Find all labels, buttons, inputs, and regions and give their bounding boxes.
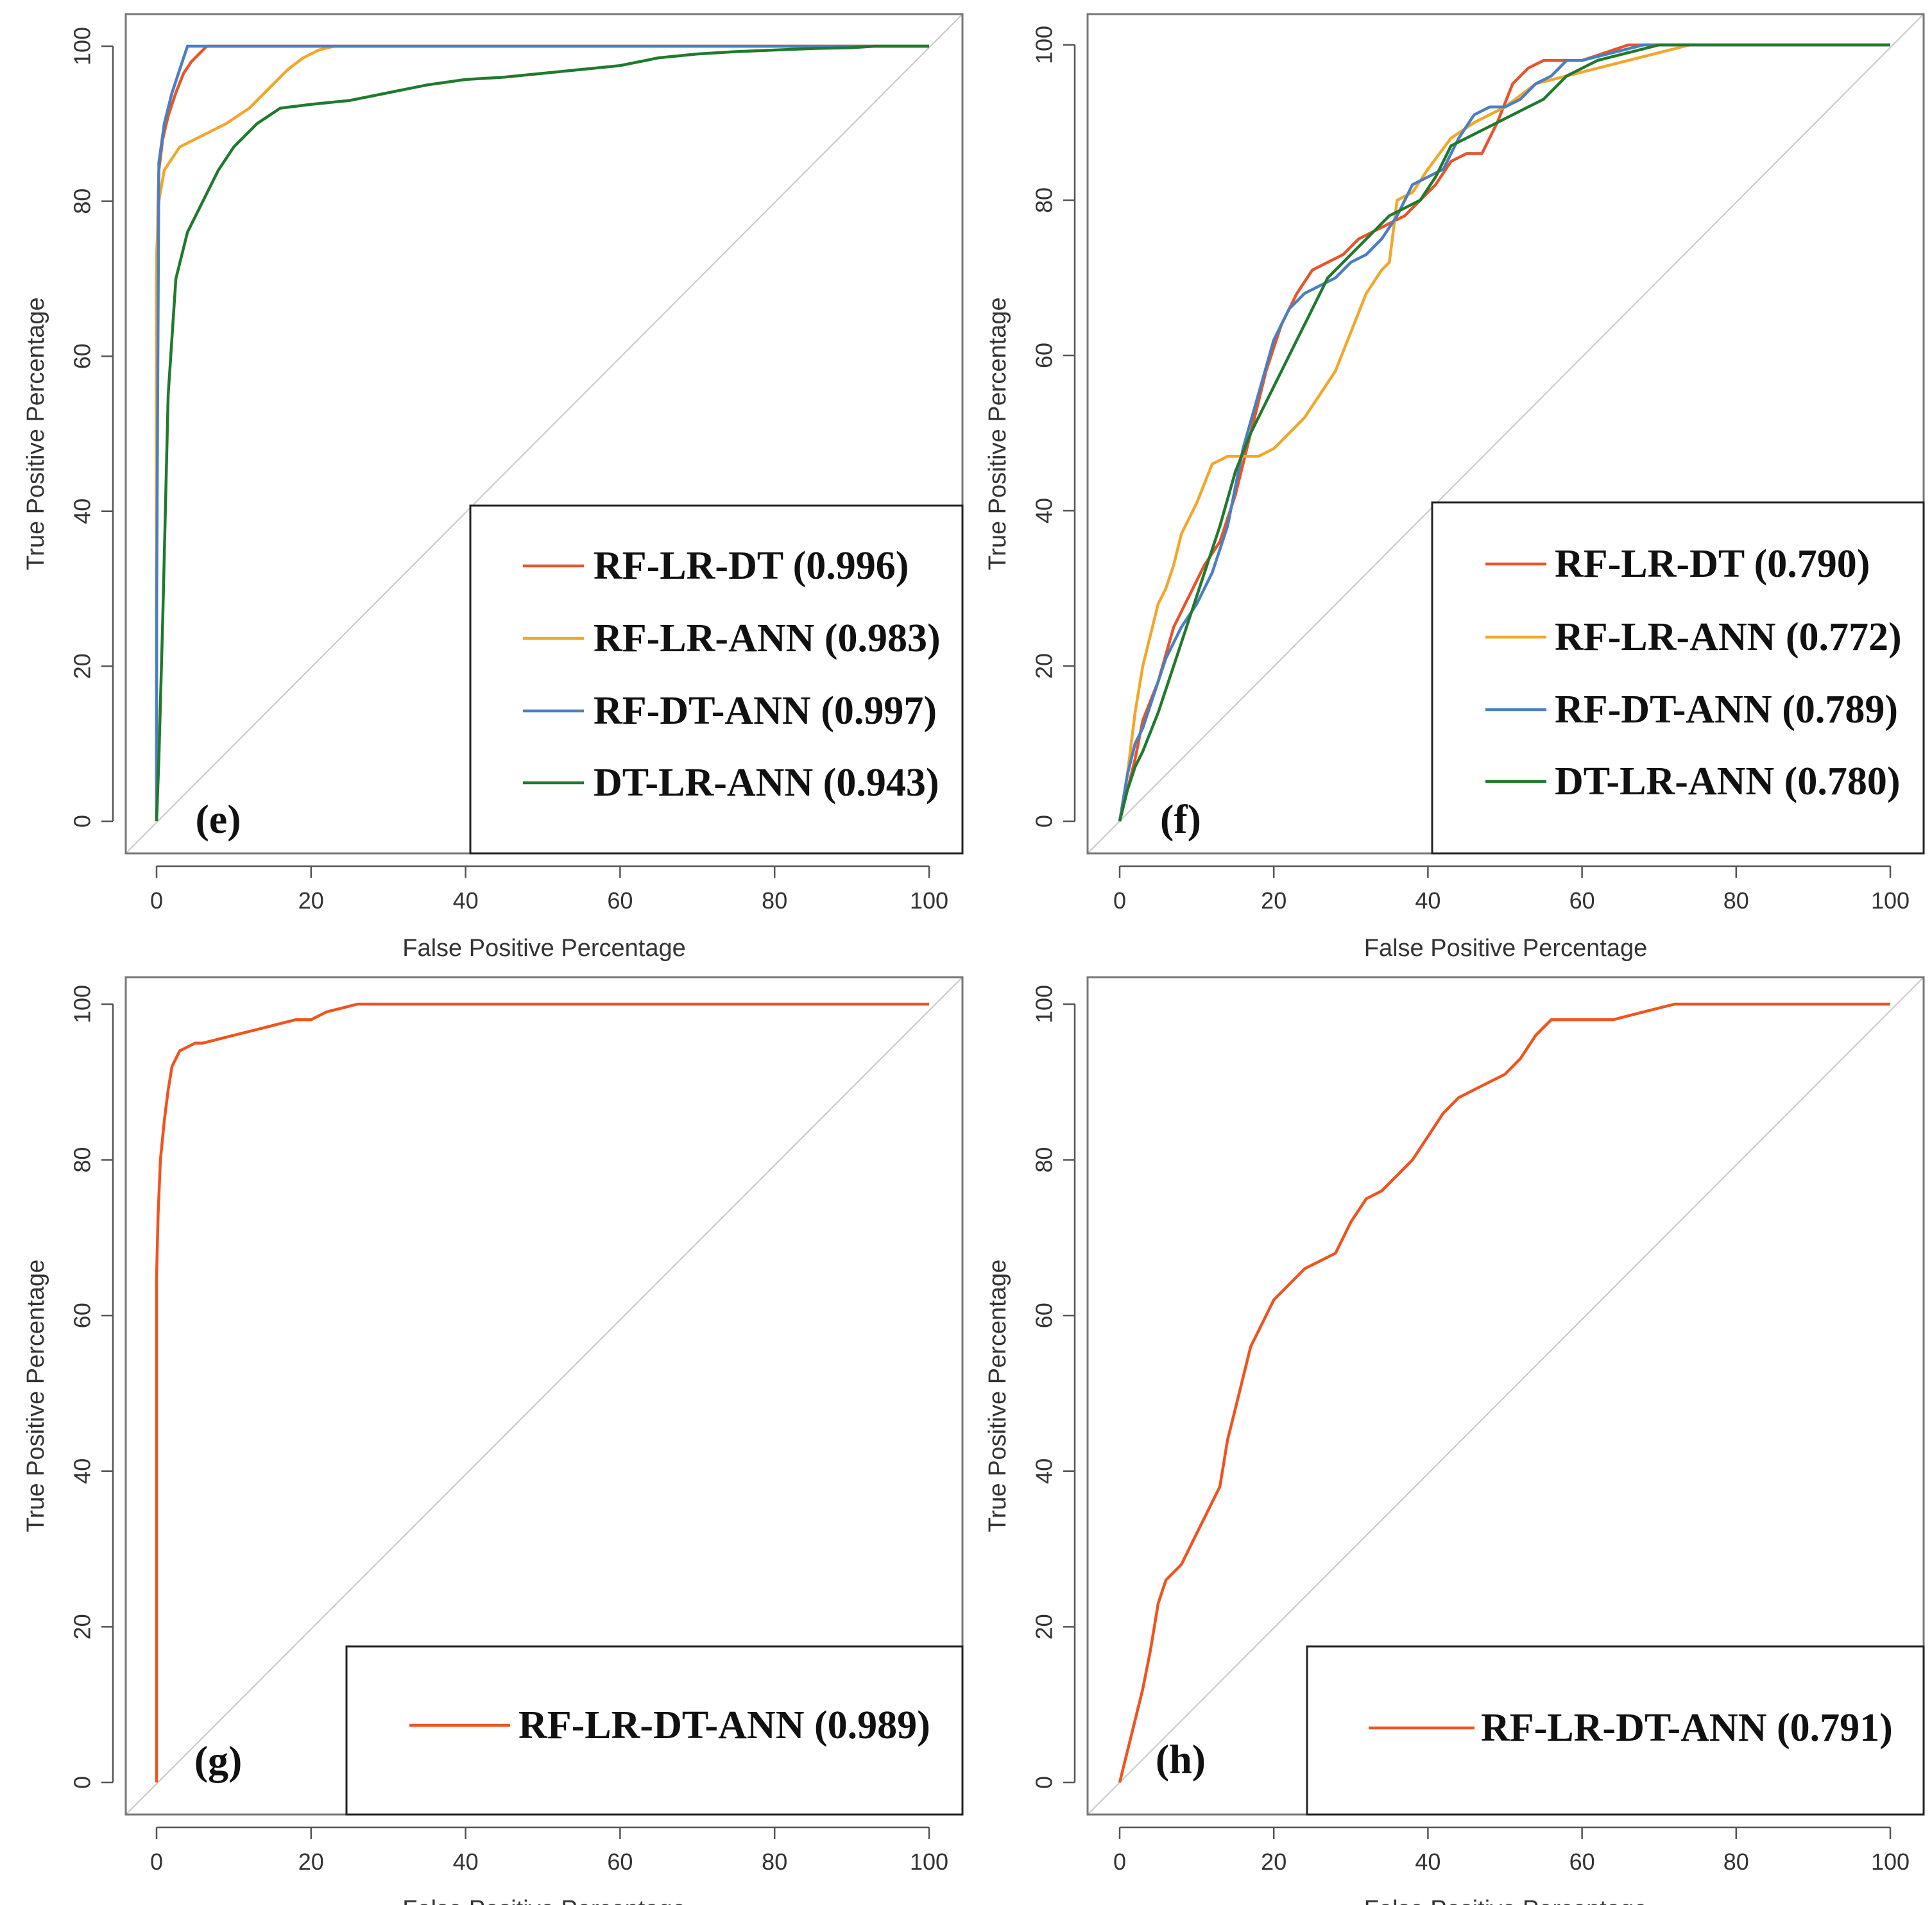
x-tick-label: 0 (1113, 887, 1126, 914)
y-tick-label: 60 (1031, 1303, 1057, 1328)
y-tick-label: 100 (1031, 26, 1057, 64)
diagonal-reference-line (125, 13, 963, 854)
diagonal-reference-line (1087, 13, 1924, 854)
x-tick-label: 0 (150, 1849, 163, 1875)
y-tick-label: 80 (69, 189, 96, 214)
y-tick-label: 80 (69, 1147, 96, 1173)
roc-curve-rf-lr-dt-ann (155, 1002, 929, 1782)
x-tick-label: 20 (298, 1849, 324, 1875)
y-tick-label: 0 (69, 1776, 96, 1789)
legend-entry-label: RF-DT-ANN (0.789) (1555, 688, 1898, 731)
roc-panel-h: 0 20 40 60 80 100 False Positive Percentage 0 20… (984, 976, 1925, 1905)
roc-curve-rf-dt-ann (155, 44, 929, 821)
legend-box (345, 1645, 964, 1816)
y-tick-label: 60 (69, 1303, 96, 1328)
y-axis-title: True Positive Percentage (984, 1260, 1011, 1532)
diagonal-reference-line (1087, 977, 1924, 1815)
y-tick-label: 0 (69, 815, 96, 828)
legend-entry-label: RF-LR-DT (0.790) (1555, 542, 1870, 586)
y-tick-label: 100 (1031, 985, 1057, 1023)
x-tick-label: 40 (1415, 1849, 1440, 1875)
x-tick-label: 60 (607, 887, 633, 914)
x-axis-title: False Positive Percentage (1364, 1896, 1647, 1905)
y-axis-title: True Positive Percentage (22, 297, 49, 570)
x-tick-label: 100 (910, 887, 948, 914)
legend-box (1306, 1645, 1925, 1816)
legend-entry-label: RF-LR-ANN (0.983) (594, 617, 941, 660)
x-tick-label: 20 (1261, 887, 1287, 914)
legend-entry-label: DT-LR-ANN (0.943) (594, 761, 939, 805)
y-tick-label: 40 (69, 499, 96, 524)
panel-label: (f) (1160, 796, 1201, 842)
panel-label: (e) (195, 796, 241, 842)
x-tick-label: 0 (150, 887, 163, 914)
y-tick-label: 60 (1031, 343, 1057, 368)
x-tick-label: 100 (910, 1849, 948, 1875)
y-tick-label: 80 (1031, 187, 1057, 213)
x-tick-label: 80 (1723, 887, 1749, 914)
x-tick-label: 60 (1569, 1849, 1595, 1875)
x-tick-label: 60 (607, 1849, 633, 1875)
y-tick-label: 0 (1031, 815, 1057, 828)
x-tick-label: 0 (1113, 1849, 1126, 1875)
panel-label: (g) (194, 1738, 243, 1783)
x-tick-label: 40 (1415, 887, 1440, 914)
roc-panel-e: 0 20 40 60 80 100 False Positive Percentage 0 20… (22, 13, 964, 962)
y-tick-label: 40 (1031, 498, 1057, 524)
x-tick-label: 60 (1569, 887, 1595, 914)
y-tick-label: 40 (1031, 1458, 1057, 1484)
x-tick-label: 80 (762, 887, 787, 914)
y-tick-label: 80 (1031, 1147, 1057, 1173)
legend-box (1431, 501, 1925, 855)
legend-entry-label: RF-LR-DT-ANN (0.989) (518, 1704, 930, 1747)
y-tick-label: 60 (69, 343, 96, 369)
legend-entry-label: RF-LR-ANN (0.772) (1555, 615, 1902, 659)
y-tick-label: 0 (1031, 1776, 1057, 1789)
panel-label: (h) (1156, 1736, 1206, 1782)
x-tick-label: 20 (1261, 1849, 1287, 1875)
x-tick-label: 80 (762, 1849, 787, 1875)
legend-entry-label: RF-LR-DT-ANN (0.791) (1481, 1706, 1893, 1750)
roc-curve-rf-dt-ann (1118, 43, 1890, 822)
x-axis-title: False Positive Percentage (402, 935, 685, 962)
legend-entry-label: RF-LR-DT (0.996) (594, 544, 909, 588)
legend-entry-label: DT-LR-ANN (0.780) (1555, 760, 1900, 803)
y-tick-label: 20 (69, 653, 96, 679)
y-tick-label: 100 (69, 27, 96, 65)
x-tick-label: 100 (1871, 887, 1910, 914)
x-tick-label: 100 (1871, 1849, 1910, 1875)
x-tick-label: 80 (1723, 1849, 1749, 1875)
y-tick-label: 20 (69, 1614, 96, 1639)
y-axis-title: True Positive Percentage (984, 297, 1011, 570)
legend-entry-label: RF-DT-ANN (0.997) (594, 689, 937, 733)
x-axis-title: False Positive Percentage (402, 1896, 685, 1905)
roc-curve-rf-lr-dt (1118, 43, 1890, 822)
y-tick-label: 100 (69, 985, 96, 1023)
roc-panel-g: 0 20 40 60 80 100 False Positive Percentage 0 20… (22, 976, 964, 1905)
y-tick-label: 20 (1031, 653, 1057, 679)
y-tick-label: 20 (1031, 1614, 1057, 1639)
roc-curve-dt-lr-ann (1118, 43, 1890, 822)
roc-panel-f: 0 20 40 60 80 100 False Positive Percentage 0 20… (984, 13, 1925, 962)
y-axis-title: True Positive Percentage (22, 1260, 49, 1532)
x-axis-title: False Positive Percentage (1364, 935, 1647, 962)
legend-box (469, 504, 964, 855)
x-tick-label: 40 (453, 1849, 479, 1875)
diagonal-reference-line (125, 977, 963, 1815)
x-tick-label: 40 (453, 887, 479, 914)
roc-curve-dt-lr-ann (155, 44, 929, 822)
x-tick-label: 20 (298, 887, 324, 914)
roc-curve-rf-lr-ann (1118, 43, 1691, 822)
roc-curve-rf-lr-dt-ann (1118, 1002, 1890, 1783)
y-tick-label: 40 (69, 1458, 96, 1484)
